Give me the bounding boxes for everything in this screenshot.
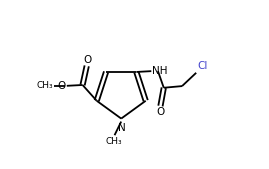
Text: CH₃: CH₃ <box>105 137 122 146</box>
Text: O: O <box>57 81 65 91</box>
Text: O: O <box>83 55 92 65</box>
Text: Cl: Cl <box>197 62 207 71</box>
Text: O: O <box>156 107 165 117</box>
Text: N: N <box>118 123 126 133</box>
Text: NH: NH <box>152 66 168 76</box>
Text: CH₃: CH₃ <box>37 81 54 90</box>
